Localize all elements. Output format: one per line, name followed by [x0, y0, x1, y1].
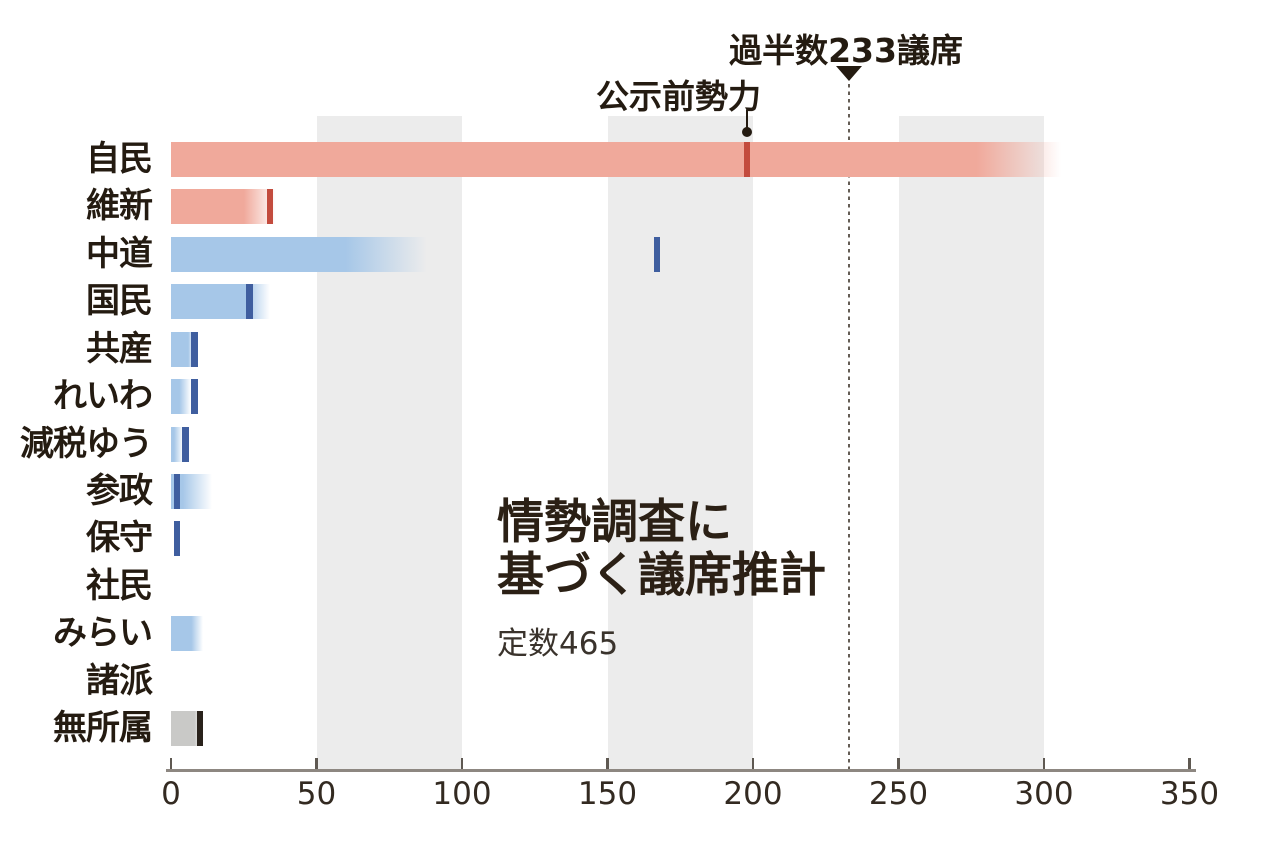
axis-tick-label: 100	[432, 776, 492, 812]
party-label: れいわ	[53, 376, 153, 417]
axis-tick-label: 350	[1159, 776, 1220, 812]
pre-election-tick	[196, 711, 204, 747]
pre-election-tick	[173, 473, 181, 509]
seat-range-bar	[171, 284, 270, 320]
axis-tick	[315, 758, 318, 769]
axis-tick	[460, 758, 464, 769]
party-label: 維新	[86, 186, 153, 227]
party-label: 参政	[86, 470, 153, 511]
axis-tick-label: 200	[723, 776, 783, 812]
chart-title-block: 情勢調査に 基づく議席推計 定数465	[497, 496, 826, 663]
pre-election-tick	[191, 379, 198, 415]
axis-tick	[1042, 758, 1046, 769]
party-label: 国民	[86, 281, 153, 322]
axis-tick	[751, 758, 755, 769]
party-label: 諸派	[86, 660, 153, 701]
party-label: 無所属	[53, 708, 153, 749]
axis-tick-label: 150	[577, 776, 638, 812]
axis-tick	[169, 758, 173, 769]
chart-title-line-1: 情勢調査に	[497, 495, 732, 550]
pre-election-tick	[653, 236, 661, 272]
pre-election-tick	[182, 426, 189, 462]
majority-marker-icon	[836, 66, 863, 81]
pre-election-strength-label: 公示前勢力	[596, 77, 761, 116]
axis-tick-label: 0	[161, 776, 181, 812]
majority-dotted-line	[847, 84, 851, 771]
chart-subtitle-total-seats: 定数465	[497, 626, 619, 662]
seat-range-bar	[171, 331, 195, 367]
party-label: 保守	[86, 518, 153, 559]
seat-range-bar	[171, 616, 203, 652]
axis-tick	[606, 758, 609, 769]
pre-election-tick	[246, 284, 253, 320]
axis-tick	[1188, 758, 1191, 769]
seat-range-bar	[171, 142, 1062, 177]
party-label: 自民	[86, 139, 153, 179]
axis-tick	[897, 758, 900, 769]
majority-line-label: 過半数233議席	[729, 31, 963, 70]
pre-election-pointer-line	[745, 110, 749, 129]
party-label: 減税ゆう	[20, 423, 153, 464]
party-label: 中道	[86, 233, 153, 274]
party-label: 社民	[86, 565, 153, 606]
grid-band	[316, 116, 462, 771]
axis-tick-label: 250	[868, 776, 929, 812]
axis-tick-label: 50	[296, 776, 337, 812]
party-label: みらい	[53, 613, 153, 654]
pre-election-pointer-dot-icon	[742, 127, 753, 137]
pre-election-tick	[191, 331, 198, 367]
axis-tick-label: 300	[1014, 776, 1074, 812]
grid-band	[898, 116, 1044, 771]
seat-range-bar	[171, 189, 276, 225]
grid-band	[607, 116, 753, 771]
seat-range-bar	[171, 379, 192, 415]
party-label: 共産	[86, 328, 153, 369]
chart-title-line-2: 基づく議席推計	[497, 548, 826, 603]
x-axis-line	[166, 769, 1196, 772]
seat-range-bar	[171, 236, 428, 272]
pre-election-tick	[173, 521, 181, 557]
seat-range-bar	[171, 426, 183, 462]
pre-election-tick	[266, 189, 274, 225]
pre-election-tick	[743, 142, 751, 177]
